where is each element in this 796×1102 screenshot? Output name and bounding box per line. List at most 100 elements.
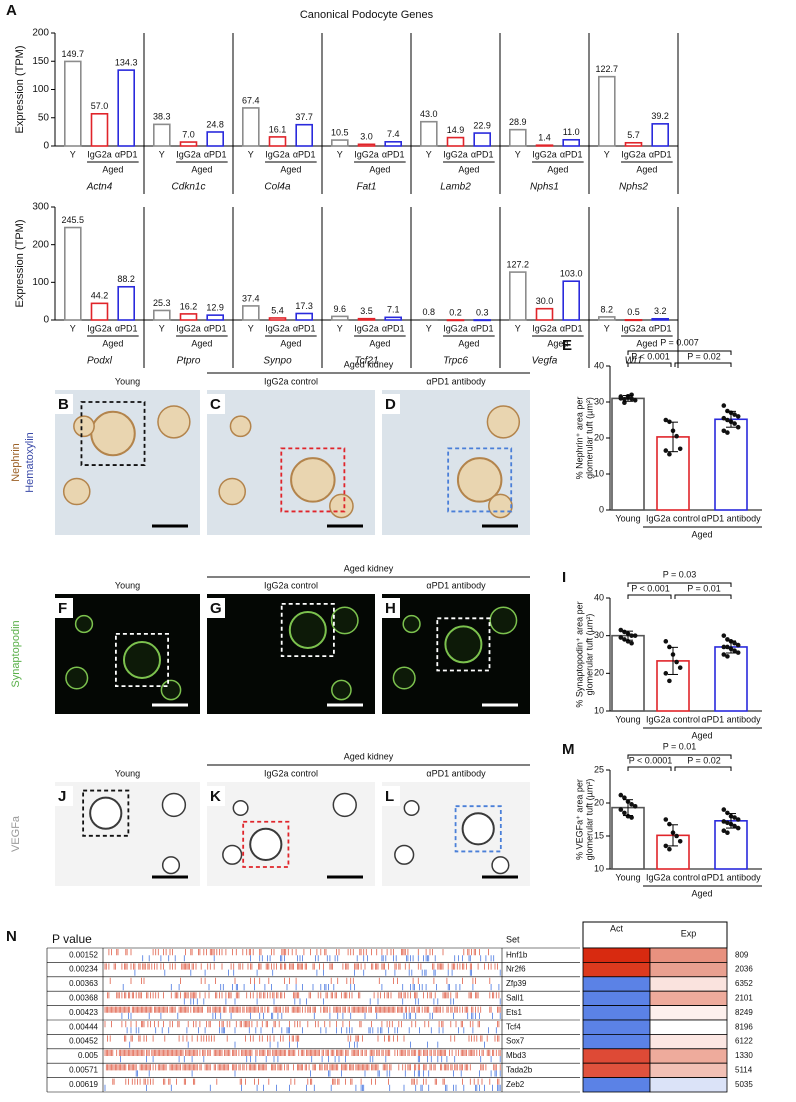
value-label: 67.4	[242, 95, 260, 105]
barcode-up	[104, 1021, 500, 1028]
data-point	[663, 843, 669, 849]
group-label: Aged	[547, 338, 568, 348]
set-size: 5035	[735, 1080, 753, 1089]
value-label: 24.8	[206, 119, 224, 129]
value-label: 7.0	[182, 129, 195, 139]
data-point	[721, 403, 727, 408]
value-label: 5.7	[627, 130, 640, 140]
barcode-down	[183, 998, 501, 1005]
barcode-down	[129, 1041, 485, 1048]
data-point	[725, 644, 730, 650]
gene-name: Tcf21	[354, 356, 378, 367]
glomerulus	[488, 493, 513, 519]
glomerulus	[329, 493, 354, 519]
image-label: IgG2a control	[264, 768, 318, 778]
value-label: 17.3	[295, 301, 313, 311]
data-point	[622, 810, 627, 816]
annotation: P < 0.001	[631, 351, 670, 361]
gene-name: Wt1	[625, 356, 643, 367]
letter-box	[207, 598, 225, 618]
data-point	[667, 821, 672, 827]
x-tick-label: αPD1	[293, 323, 316, 333]
value-label: 149.7	[62, 49, 85, 59]
data-point	[667, 846, 672, 852]
annotation: P = 0.007	[660, 337, 699, 347]
data-point	[735, 817, 741, 822]
set-name: Zfp39	[506, 979, 527, 988]
y-axis-label: % VEGFa⁺ area per	[574, 779, 584, 860]
inset-box	[242, 820, 290, 868]
glomerulus	[330, 606, 359, 635]
group-label: Aged	[369, 338, 390, 348]
y-tick-label: 20	[594, 668, 604, 678]
x-tick-label: αPD1	[204, 149, 227, 159]
heat-cell	[582, 1077, 651, 1093]
set-name: Sox7	[506, 1037, 525, 1046]
y-tick-label: 10	[594, 468, 604, 478]
value-label: 9.6	[334, 304, 347, 314]
data-point	[677, 446, 683, 452]
y-axis-label: glomerular tuft (µm²)	[584, 614, 594, 696]
panel-letter: H	[385, 600, 396, 617]
data-point	[632, 804, 638, 809]
x-tick-label: αPD1	[649, 149, 672, 159]
gene-name: Col4a	[264, 182, 291, 193]
data-point	[721, 652, 727, 657]
data-point	[622, 396, 627, 402]
bar	[153, 309, 171, 321]
heat-cell	[649, 1034, 728, 1050]
barcode-down	[104, 1084, 501, 1091]
x-tick-label: αPD1	[115, 149, 138, 159]
stain-label: Nephrin	[10, 443, 22, 482]
y-tick-label: 300	[32, 202, 49, 213]
annotation: P < 0.001	[631, 583, 670, 593]
letter-box	[382, 394, 400, 414]
set-name: Zeb2	[506, 1080, 525, 1089]
data-point	[674, 833, 679, 839]
x-tick-label: Y	[159, 323, 165, 333]
barcode-up	[104, 963, 498, 970]
group-label: Aged	[102, 164, 123, 174]
data-point	[725, 417, 730, 423]
column-header: P value	[52, 932, 92, 946]
data-point	[632, 397, 638, 403]
stain-label: Hematoxylin	[24, 432, 36, 493]
x-tick-label: Y	[337, 149, 343, 159]
glomerulus	[157, 405, 191, 439]
bar	[206, 314, 224, 321]
panel-letter: G	[210, 600, 222, 617]
glomerulus	[290, 457, 336, 503]
x-tick-label: IgG2a control	[646, 513, 700, 523]
group-label: Aged	[280, 338, 301, 348]
x-tick-label: αPD1	[115, 323, 138, 333]
bar	[384, 316, 403, 321]
y-tick-label: 15	[594, 830, 604, 840]
group-label: Aged	[458, 338, 479, 348]
heat-cell	[649, 1062, 728, 1078]
bar	[446, 319, 465, 322]
barcode-up	[107, 1035, 500, 1042]
inset-box	[80, 401, 146, 466]
significance-bracket	[627, 362, 672, 367]
bar	[714, 418, 748, 511]
group-header: Aged kidney	[344, 563, 394, 573]
x-tick-label: αPD1 antibody	[701, 714, 761, 724]
data-point	[618, 792, 624, 798]
bar	[611, 397, 645, 511]
barcode-down	[120, 1056, 501, 1063]
glomerulus	[160, 679, 182, 701]
gene-name: Fat1	[356, 182, 376, 193]
gene-name: Ptpro	[177, 356, 201, 367]
y-tick-label: 200	[32, 239, 49, 250]
y-tick-label: 20	[594, 432, 604, 442]
value-label: 0.2	[449, 307, 462, 317]
value-label: 1.4	[538, 133, 551, 143]
bar	[624, 141, 643, 147]
glomerulus	[331, 679, 352, 701]
group-label: Aged	[458, 164, 479, 174]
glomerulus	[491, 856, 510, 875]
bar	[446, 136, 465, 147]
data-point	[663, 817, 669, 822]
inset-box	[454, 805, 502, 853]
value-label: 16.2	[180, 301, 198, 311]
